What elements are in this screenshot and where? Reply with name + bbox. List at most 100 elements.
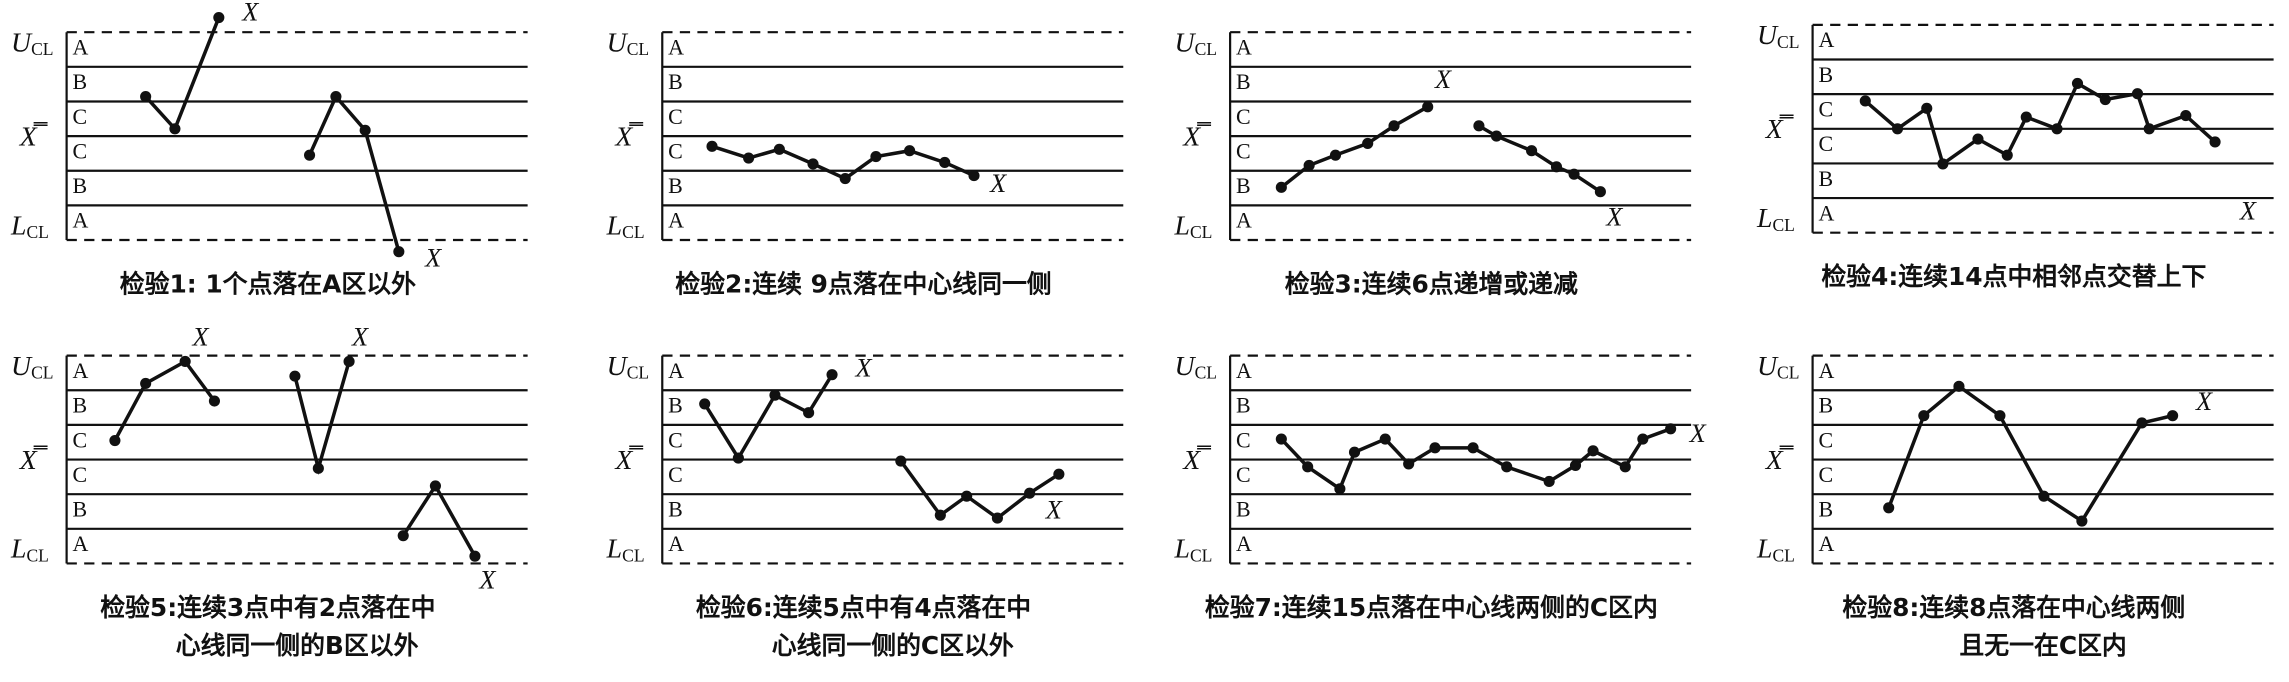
point [2071, 77, 2084, 89]
point [208, 395, 220, 407]
zone-label: A [1236, 531, 1252, 556]
lcl-letter: L [606, 534, 622, 565]
violation-marker: X [2195, 387, 2213, 416]
ucl-subscript: CL [1195, 39, 1217, 59]
point [2143, 123, 2155, 135]
point [2038, 490, 2050, 502]
lcl-label: LCL [1174, 534, 1213, 566]
point [2180, 110, 2192, 122]
violation-marker: X [1434, 65, 1452, 94]
zone-label: A [668, 531, 684, 556]
ucl-label: UCL [607, 351, 650, 383]
point [179, 355, 191, 368]
ucl-letter: U [1757, 351, 1779, 382]
lcl-label: LCL [10, 211, 49, 243]
zone-label: B [72, 393, 87, 418]
point [2099, 93, 2111, 106]
point-sequence [144, 16, 221, 133]
zone-label: A [1236, 208, 1252, 233]
zone-label: A [72, 208, 88, 233]
point [343, 355, 355, 368]
zone-label: A [668, 35, 684, 60]
point [2167, 410, 2179, 422]
point [330, 91, 342, 103]
caption: 且无一在C区内 [1959, 631, 2126, 660]
point [1994, 410, 2006, 422]
caption: 检验2:连续 9点落在中心线同一侧 [675, 269, 1051, 298]
point [826, 369, 838, 381]
point [2131, 88, 2144, 100]
zone-label: A [72, 35, 88, 60]
point [2020, 111, 2032, 123]
point [1275, 433, 1287, 445]
point [1587, 445, 1599, 457]
point-sequence [1280, 105, 1429, 189]
point [1972, 133, 1984, 145]
zone-label: C [1818, 427, 1833, 452]
lcl-subscript: CL [1190, 546, 1212, 566]
lcl-letter: L [10, 211, 26, 242]
point [1550, 161, 1563, 173]
zone-label: C [1818, 462, 1833, 487]
point [1637, 433, 1649, 445]
ucl-subscript: CL [1777, 363, 1799, 383]
point [1348, 446, 1361, 458]
point [1918, 410, 1930, 422]
zone-label: B [1236, 497, 1251, 522]
center-label: X̿ [1765, 444, 1794, 476]
point [1275, 181, 1287, 193]
ucl-label: UCL [1757, 20, 1800, 52]
point [1473, 120, 1485, 132]
zone-label: C [1818, 97, 1833, 122]
point [961, 490, 973, 502]
violation-marker: X [424, 244, 442, 273]
zone-label: A [668, 358, 684, 383]
point [109, 434, 121, 447]
ucl-letter: U [1175, 351, 1197, 382]
ucl-subscript: CL [31, 39, 53, 59]
lcl-subscript: CL [1772, 215, 1794, 235]
lcl-subscript: CL [1772, 546, 1794, 566]
lcl-label: LCL [1174, 211, 1213, 243]
ucl-label: UCL [11, 351, 54, 383]
ucl-subscript: CL [31, 363, 53, 383]
point [1388, 120, 1400, 132]
point [1429, 442, 1441, 454]
zone-label: C [1818, 131, 1833, 156]
point [469, 550, 481, 562]
point [397, 530, 409, 542]
point [1543, 475, 1555, 488]
point [769, 389, 781, 401]
zone-label: C [72, 427, 87, 452]
center-label: X̿ [19, 444, 48, 476]
zone-label: C [668, 462, 683, 487]
caption: 检验6:连续5点中有4点落在中 [696, 593, 1031, 622]
caption: 心线同一侧的B区以外 [176, 631, 419, 660]
point [773, 143, 785, 155]
violation-marker: X [241, 0, 259, 27]
point-sequence [113, 359, 216, 442]
point [393, 246, 405, 258]
zone-label: B [1818, 166, 1833, 191]
point [991, 512, 1003, 524]
center-label: X̿ [1765, 113, 1794, 145]
violation-marker: X [351, 323, 369, 352]
lcl-letter: L [1174, 211, 1190, 242]
point [699, 398, 711, 410]
zone-label: A [1818, 27, 1834, 52]
point [1859, 95, 1871, 107]
zone-label: B [668, 497, 683, 522]
ucl-subscript: CL [627, 363, 649, 383]
violation-marker: X [854, 353, 872, 382]
zone-label: B [1236, 69, 1251, 94]
point [140, 377, 152, 390]
ucl-subscript: CL [1777, 32, 1799, 52]
caption: 检验8:连续8点落在中心线两侧 [1842, 593, 2185, 622]
zone-label: B [1818, 393, 1833, 418]
violation-marker: X [191, 323, 209, 352]
point [870, 151, 882, 163]
caption: 检验5:连续3点中有2点落在中 [100, 593, 435, 622]
point [1403, 458, 1415, 470]
